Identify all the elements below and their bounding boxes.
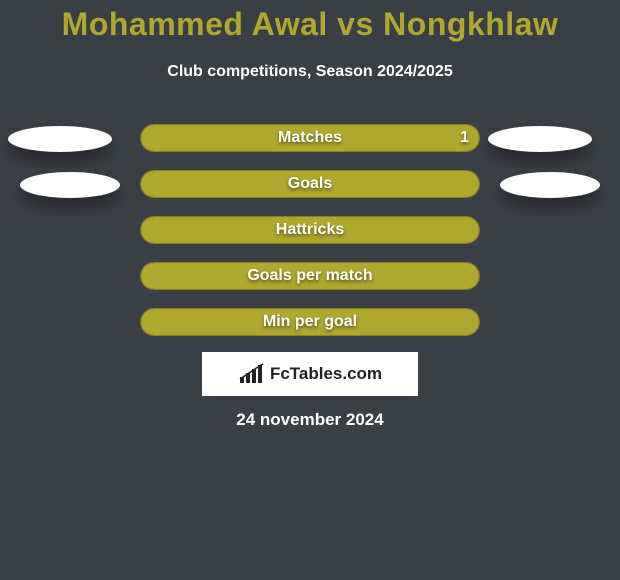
stat-bar: Goals per match <box>140 262 480 290</box>
stat-label: Matches <box>278 129 342 147</box>
subtitle: Club competitions, Season 2024/2025 <box>0 63 620 81</box>
stat-bar: Min per goal <box>140 308 480 336</box>
stat-row: Hattricks <box>0 216 620 244</box>
stat-value-right: 1 <box>460 129 469 147</box>
stat-label: Min per goal <box>263 313 357 331</box>
left-score-ellipse <box>20 172 120 198</box>
source-badge: FcTables.com <box>202 352 418 396</box>
stat-row: Min per goal <box>0 308 620 336</box>
page-title: Mohammed Awal vs Nongkhlaw <box>0 6 620 43</box>
source-badge-label: FcTables.com <box>270 364 382 384</box>
stat-row: Goals per match <box>0 262 620 290</box>
stat-row: Matches 1 <box>0 124 620 152</box>
comparison-infographic: Mohammed Awal vs Nongkhlaw Club competit… <box>0 0 620 580</box>
stat-label: Goals per match <box>247 267 372 285</box>
stat-bar: Hattricks <box>140 216 480 244</box>
left-score-ellipse <box>8 126 112 152</box>
date-label: 24 november 2024 <box>0 410 620 430</box>
stat-bar: Goals <box>140 170 480 198</box>
stat-row: Goals <box>0 170 620 198</box>
bar-chart-icon <box>238 363 264 385</box>
stat-bar: Matches 1 <box>140 124 480 152</box>
right-score-ellipse <box>488 126 592 152</box>
stat-label: Goals <box>288 175 332 193</box>
stat-label: Hattricks <box>276 221 344 239</box>
right-score-ellipse <box>500 172 600 198</box>
